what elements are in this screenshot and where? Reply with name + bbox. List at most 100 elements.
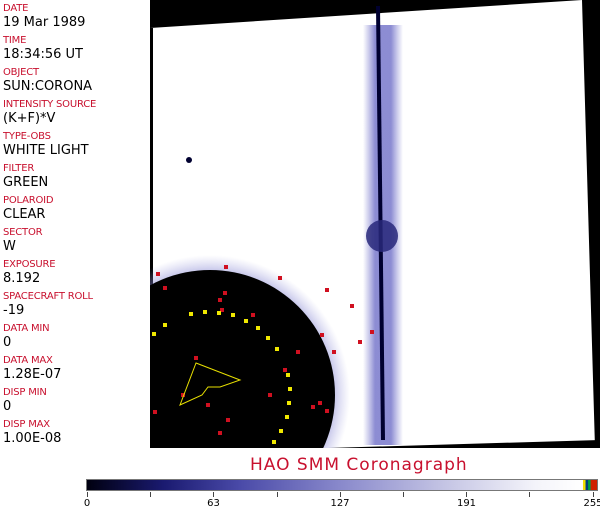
marker-red	[226, 418, 230, 422]
field-filter: FILTER GREEN	[3, 163, 48, 191]
occulting-disk	[150, 270, 335, 450]
field-label: TYPE-OBS	[3, 131, 51, 142]
marker-red	[318, 401, 322, 405]
marker-red	[268, 393, 272, 397]
field-label: FILTER	[3, 163, 35, 174]
field-date: DATE 19 Mar 1989	[3, 3, 85, 31]
pylon-disk	[366, 220, 398, 252]
field-label: INTENSITY SOURCE	[3, 99, 97, 110]
field-sector: SECTOR W	[3, 227, 43, 255]
field-label: OBJECT	[3, 67, 39, 78]
image-border-bottom	[328, 440, 600, 448]
instrument-title: HAO SMM Coronagraph	[250, 455, 468, 475]
field-value: WHITE LIGHT	[3, 143, 89, 158]
marker-red	[320, 333, 324, 337]
marker-red	[296, 350, 300, 354]
colorbar-tick	[87, 492, 88, 497]
colorbar-tick	[150, 492, 152, 497]
marker-yellow	[266, 336, 270, 340]
marker-yellow	[163, 323, 167, 327]
field-label: SECTOR	[3, 227, 43, 238]
colorbar-tick-label: 0	[83, 498, 91, 509]
field-data-min: DATA MIN 0	[3, 323, 50, 351]
colorbar-tick	[529, 492, 531, 497]
marker-red	[251, 313, 255, 317]
marker-red	[223, 291, 227, 295]
marker-red	[194, 356, 198, 360]
field-value: W	[3, 239, 16, 254]
marker-yellow	[286, 373, 290, 377]
field-value: 18:34:56 UT	[3, 47, 83, 62]
marker-yellow	[244, 319, 248, 323]
colorbar-tick-label: 255	[583, 498, 600, 509]
sun-outline	[179, 362, 242, 406]
marker-yellow	[275, 347, 279, 351]
colorbar-tick	[213, 492, 215, 497]
marker-yellow	[287, 401, 291, 405]
marker-red	[224, 265, 228, 269]
field-label: TIME	[3, 35, 27, 46]
colorbar-tick	[403, 492, 404, 497]
field-value: 0	[3, 399, 12, 414]
field-intensity-source: INTENSITY SOURCE (K+F)*V	[3, 99, 96, 127]
field-disp-max: DISP MAX 1.00E-08	[3, 419, 61, 447]
marker-red	[370, 330, 374, 334]
marker-yellow	[288, 387, 292, 391]
marker-red	[358, 340, 362, 344]
marker-yellow	[152, 332, 156, 336]
star-spot	[186, 157, 192, 163]
marker-red	[218, 431, 222, 435]
colorbar-tick	[339, 492, 341, 497]
field-value: CLEAR	[3, 207, 46, 222]
marker-yellow	[279, 429, 283, 433]
marker-red	[278, 276, 282, 280]
field-value: (K+F)*V	[3, 111, 56, 126]
field-value: 1.28E-07	[3, 367, 62, 382]
field-label: DATA MIN	[3, 323, 50, 334]
marker-red	[350, 304, 354, 308]
marker-red	[332, 350, 336, 354]
field-spacecraft-roll: SPACECRAFT ROLL -19	[3, 291, 93, 319]
marker-red	[153, 410, 157, 414]
marker-red	[311, 405, 315, 409]
header-panel: DATE 19 Mar 1989 TIME 18:34:56 UT OBJECT SUN:…	[0, 0, 150, 450]
colorbar-tick-label: 127	[330, 498, 350, 509]
grid-markers	[152, 265, 374, 444]
field-value: 1.00E-08	[3, 431, 62, 446]
marker-red	[283, 368, 287, 372]
marker-red	[220, 308, 224, 312]
marker-red	[218, 298, 222, 302]
colorbar-tick	[276, 492, 278, 497]
colorbar-tick	[466, 492, 468, 497]
field-exposure: EXPOSURE 8.192	[3, 259, 56, 287]
marker-red	[325, 288, 329, 292]
marker-red	[181, 393, 185, 397]
marker-yellow	[272, 440, 276, 444]
field-label: DISP MIN	[3, 387, 47, 398]
coronagraph-image	[150, 0, 600, 450]
marker-yellow	[203, 310, 207, 314]
colorbar-tick	[592, 492, 594, 497]
marker-yellow	[217, 311, 221, 315]
marker-red	[325, 409, 329, 413]
colorbar-tick-label: 191	[456, 498, 477, 509]
marker-yellow	[189, 312, 193, 316]
field-object: OBJECT SUN:CORONA	[3, 67, 92, 95]
colorbar-tick-label: 63	[207, 498, 220, 509]
marker-yellow	[256, 326, 260, 330]
field-polaroid: POLAROID CLEAR	[3, 195, 54, 223]
field-label: DATA MAX	[3, 355, 53, 366]
field-value: 19 Mar 1989	[3, 15, 86, 30]
field-type-obs: TYPE-OBS WHITE LIGHT	[3, 131, 89, 159]
field-value: SUN:CORONA	[3, 79, 93, 94]
field-label: EXPOSURE	[3, 259, 56, 270]
field-disp-min: DISP MIN 0	[3, 387, 47, 415]
field-label: DISP MAX	[3, 419, 50, 430]
field-label: SPACECRAFT ROLL	[3, 291, 93, 302]
marker-red	[206, 403, 210, 407]
marker-yellow	[285, 415, 289, 419]
field-value: -19	[3, 303, 25, 318]
field-value: GREEN	[3, 175, 49, 190]
color-bar	[86, 479, 598, 491]
field-label: POLAROID	[3, 195, 54, 206]
